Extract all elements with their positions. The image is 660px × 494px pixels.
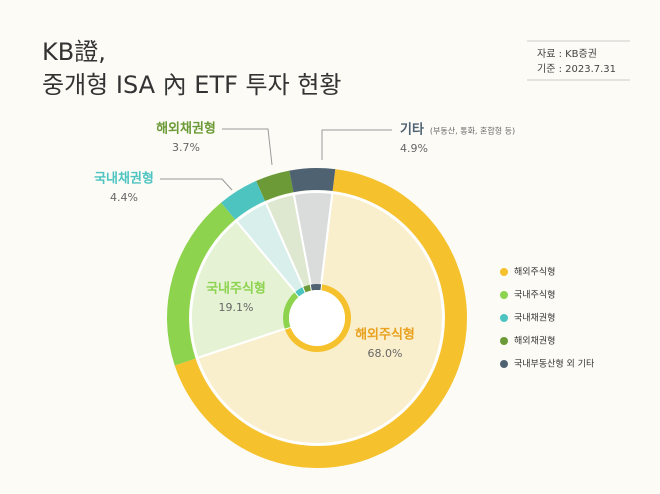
center-segment: [295, 286, 306, 297]
value-label: 19.1%: [219, 301, 254, 314]
source: 자료 : KB증권: [537, 48, 597, 60]
category-label: 해외주식형: [355, 327, 415, 343]
legend-label: 국내부동산형 외 기타: [514, 358, 595, 370]
legend-label: 국내주식형: [514, 290, 555, 301]
center-segment: [303, 284, 312, 293]
source: 기준 : 2023.7.31: [537, 63, 616, 75]
legend-label: 해외주식형: [514, 266, 555, 278]
category-label: 해외채권형: [156, 121, 216, 137]
center-segment: [283, 291, 300, 329]
chart-title: KB證,: [42, 38, 106, 66]
category-label: 국내주식형: [206, 281, 266, 297]
legend-marker: [500, 337, 508, 345]
legend-label: 국내채권형: [514, 312, 555, 324]
center-hole: [289, 290, 345, 346]
value-label: 4.9%: [400, 142, 428, 155]
value-label: 3.7%: [172, 141, 200, 154]
legend-marker: [500, 314, 508, 322]
outer-segment: [166, 202, 236, 366]
outer-segment: [221, 180, 266, 220]
legend-marker: [500, 291, 508, 299]
leader-lines: [160, 128, 392, 191]
outer-segment: [289, 167, 336, 193]
chart-title: 중개형 ISA 內 ETF 투자 현황: [42, 71, 342, 99]
center-segment: [310, 284, 322, 291]
category-label: 기타: [400, 122, 424, 138]
legend-marker: [500, 360, 508, 368]
outer-segment: [256, 170, 294, 202]
legend-marker: [500, 268, 508, 276]
value-label: 4.4%: [110, 191, 138, 204]
legend-label: 해외채권형: [514, 335, 555, 347]
value-label: 68.0%: [368, 347, 403, 360]
inner-wedge: [292, 191, 334, 319]
category-label: 국내채권형: [94, 171, 154, 187]
category-note: (부동산, 통화, 혼합형 등): [430, 126, 515, 136]
